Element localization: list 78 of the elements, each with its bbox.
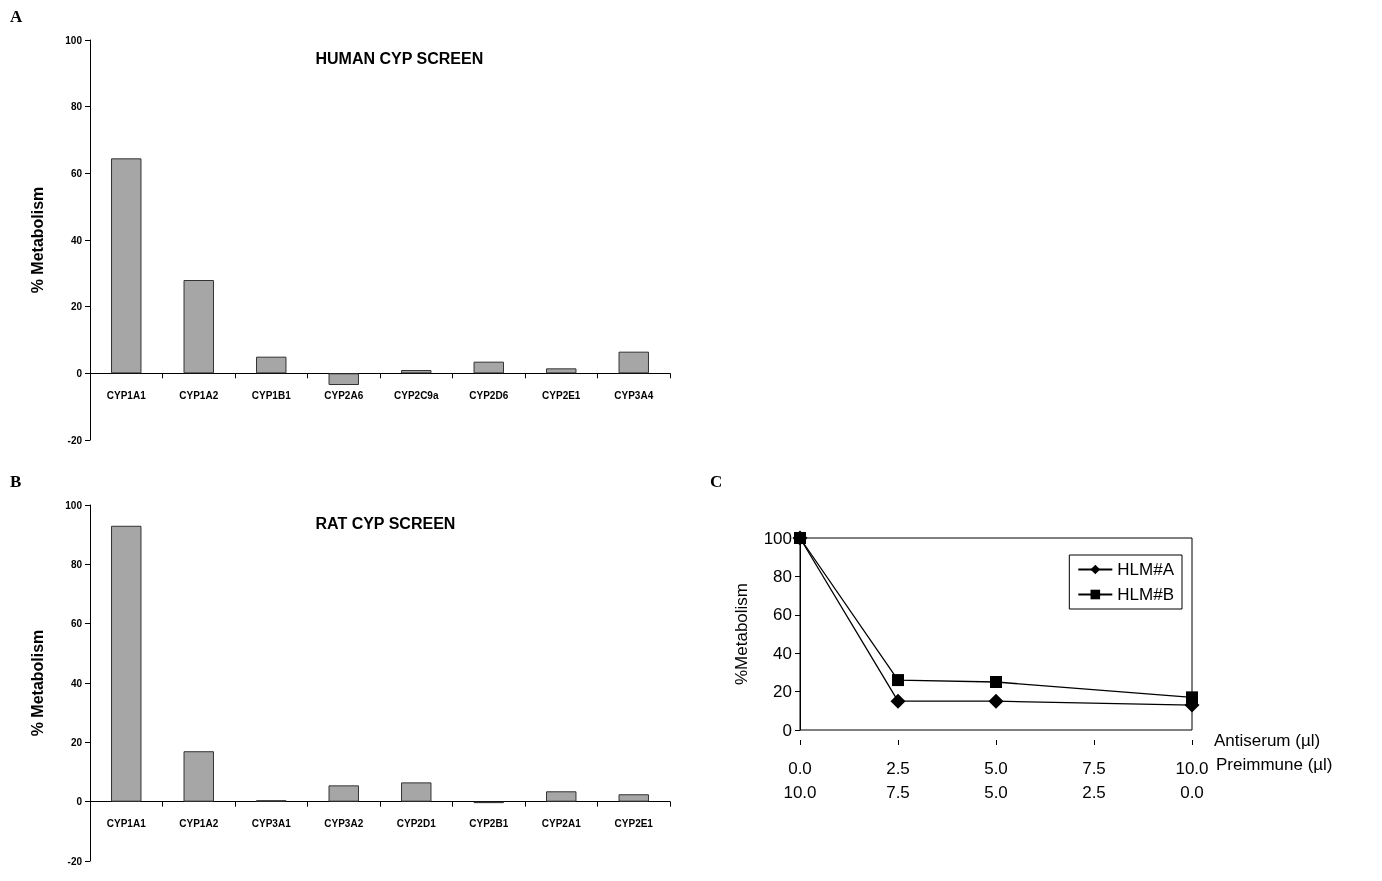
y-tick-label: 40 [70, 677, 83, 689]
x-tick-label: CYP1B1 [251, 389, 292, 401]
bar [111, 158, 142, 374]
y-tick-label: 80 [70, 101, 83, 113]
y-tick-label: 60 [70, 167, 83, 179]
bar [256, 356, 287, 374]
x-tick-label: 2.5 [886, 759, 910, 778]
bar [401, 782, 432, 802]
legend-label: HLM#B [1117, 585, 1174, 604]
x2-axis-title: Preimmune (µl) [1216, 754, 1333, 774]
x-tick-label: CYP3A2 [324, 818, 364, 830]
x-tick-label: CYP1A2 [179, 818, 219, 830]
x-tick-label: CYP2E1 [542, 389, 581, 401]
text: B [10, 472, 22, 491]
point [892, 674, 904, 687]
y-tick-label: 100 [65, 499, 83, 511]
y-tick-label: 0 [782, 720, 792, 740]
y-tick-label: 60 [773, 605, 792, 625]
y-axis-title: %Metabolism [732, 582, 751, 686]
x-tick-label: CYP3A4 [614, 389, 654, 401]
x-tick-label: 7.5 [1082, 759, 1106, 778]
bar [546, 368, 577, 374]
x-tick-label: CYP2A6 [324, 389, 364, 401]
text: RAT CYP SCREEN [315, 514, 456, 532]
y-tick-label: 0 [76, 796, 83, 808]
bar [618, 794, 649, 802]
x-tick-label: CYP2A1 [541, 818, 582, 830]
text: HUMAN CYP SCREEN [315, 49, 484, 67]
y-tick-label: 100 [65, 34, 83, 46]
y-tick-label: 0 [76, 367, 83, 379]
text: A [10, 7, 23, 26]
x-tick-label: CYP1A1 [106, 818, 147, 830]
x-tick-label: 5.0 [984, 759, 1008, 778]
x-tick-label: CYP2E1 [614, 818, 654, 830]
bar [618, 351, 649, 374]
point [1186, 691, 1198, 704]
bar [328, 373, 359, 385]
y-tick-label: 60 [70, 618, 83, 630]
y-tick-label: 100 [763, 528, 792, 548]
x-tick-label: 0.0 [788, 759, 812, 778]
x2-tick-label: 0.0 [1180, 783, 1204, 802]
x2-tick-label: 7.5 [886, 783, 910, 802]
bar [546, 791, 577, 802]
x2-tick-label: 2.5 [1082, 783, 1106, 802]
x-tick-label: CYP2C9a [394, 389, 439, 401]
x-axis-title: Antiserum (µl) [1214, 730, 1321, 750]
x-tick-label: CYP1A2 [179, 389, 219, 401]
y-tick-label: 20 [773, 682, 792, 702]
x2-tick-label: 5.0 [984, 783, 1008, 802]
y-tick-label: 80 [773, 566, 792, 586]
x-tick-label: CYP2B1 [469, 818, 509, 830]
text: C [710, 472, 723, 491]
y-tick-label: 20 [70, 736, 83, 748]
x2-tick-label: 10.0 [783, 783, 817, 802]
y-axis-title: % Metabolism [28, 186, 46, 294]
legend-label: HLM#A [1117, 560, 1175, 579]
y-tick-label: -20 [67, 434, 83, 446]
point [988, 693, 1004, 709]
point [990, 676, 1002, 688]
y-tick-label: 40 [773, 643, 792, 663]
x-tick-label: CYP3A1 [251, 818, 292, 830]
y-tick-label: 20 [70, 301, 83, 313]
x-tick-label: CYP1A1 [106, 389, 147, 401]
y-tick-label: 80 [70, 558, 83, 570]
y-tick-label: -20 [67, 855, 83, 867]
y-tick-label: 40 [70, 234, 83, 246]
x-tick-label: CYP2D6 [469, 389, 509, 401]
y-axis-title: % Metabolism [28, 629, 46, 737]
point [794, 532, 806, 544]
x-tick-label: 10.0 [1175, 759, 1209, 778]
bar [328, 785, 359, 802]
bar [473, 361, 504, 374]
x-tick-label: CYP2D1 [396, 818, 437, 830]
bar [401, 370, 432, 374]
point [890, 693, 906, 709]
bar [183, 751, 214, 802]
bar [183, 280, 214, 374]
bar [111, 525, 142, 802]
